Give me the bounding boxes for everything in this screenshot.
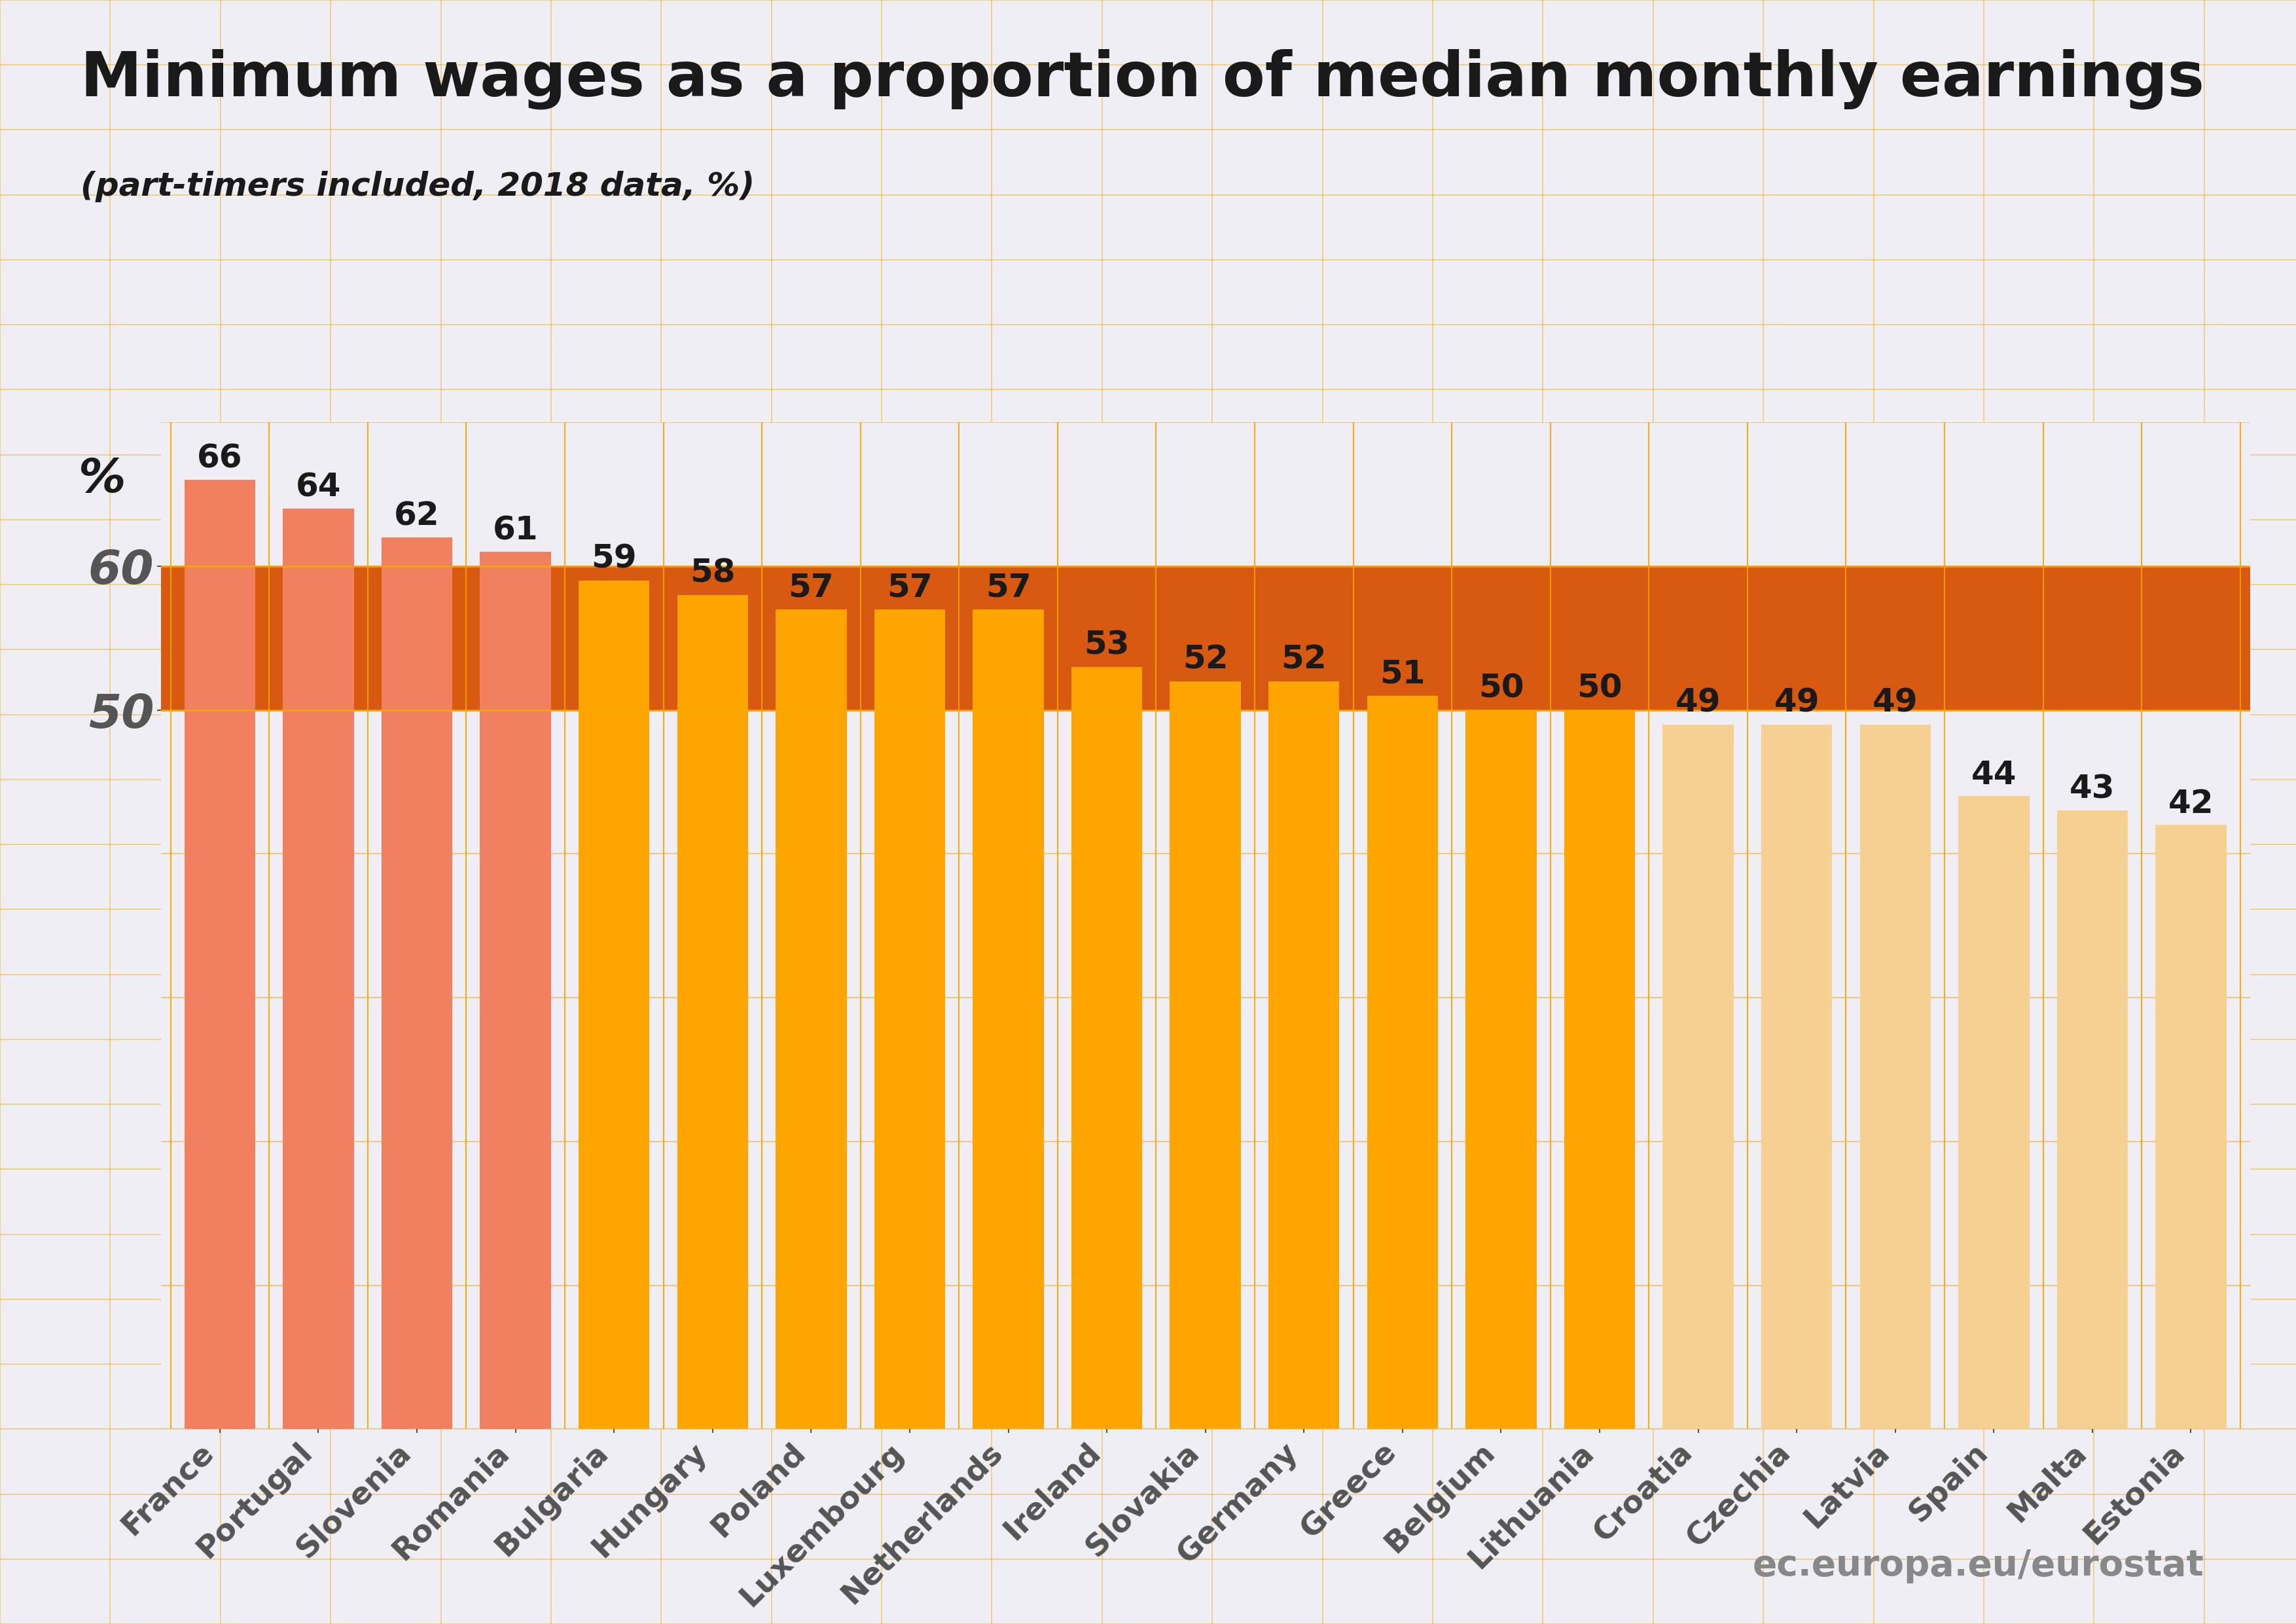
Bar xyxy=(677,594,748,1429)
Text: 59: 59 xyxy=(592,544,636,575)
Bar xyxy=(480,552,551,1429)
Bar xyxy=(1564,710,1635,1429)
Bar xyxy=(1958,796,2030,1429)
Text: (part-timers included, 2018 data, %): (part-timers included, 2018 data, %) xyxy=(80,171,755,201)
Bar xyxy=(1171,680,1240,1429)
Bar xyxy=(776,609,847,1429)
Text: 52: 52 xyxy=(1182,645,1228,676)
Text: 61: 61 xyxy=(494,515,537,546)
Bar xyxy=(1662,724,1733,1429)
Bar xyxy=(2156,825,2227,1429)
Bar xyxy=(381,538,452,1429)
Text: 64: 64 xyxy=(296,471,342,503)
Bar xyxy=(1860,724,1931,1429)
Bar xyxy=(1366,695,1437,1429)
Bar xyxy=(875,609,946,1429)
Bar xyxy=(282,508,354,1429)
Text: 57: 57 xyxy=(886,572,932,604)
Text: 44: 44 xyxy=(1970,758,2016,791)
Text: 57: 57 xyxy=(788,572,833,604)
Bar xyxy=(161,567,2250,710)
Bar xyxy=(1072,667,1143,1429)
Bar xyxy=(579,580,650,1429)
Text: 49: 49 xyxy=(1775,687,1818,718)
Bar xyxy=(1761,724,1832,1429)
Text: ec.europa.eu/eurostat: ec.europa.eu/eurostat xyxy=(1752,1548,2204,1583)
Bar xyxy=(2057,810,2128,1429)
Text: 53: 53 xyxy=(1084,630,1130,661)
Text: 43: 43 xyxy=(2069,773,2115,806)
Bar xyxy=(1267,680,1339,1429)
Text: 49: 49 xyxy=(1874,687,1917,718)
Bar xyxy=(184,479,255,1429)
Text: 52: 52 xyxy=(1281,645,1327,676)
Text: 50: 50 xyxy=(1577,672,1623,705)
Text: 66: 66 xyxy=(197,443,243,474)
Bar xyxy=(974,609,1045,1429)
Text: 49: 49 xyxy=(1676,687,1722,718)
Bar xyxy=(1465,710,1536,1429)
Text: 42: 42 xyxy=(2167,788,2213,818)
Text: 51: 51 xyxy=(1380,658,1426,690)
Text: Minimum wages as a proportion of median monthly earnings: Minimum wages as a proportion of median … xyxy=(80,49,2204,109)
Text: %: % xyxy=(78,458,126,502)
Text: 62: 62 xyxy=(395,500,441,531)
Text: 57: 57 xyxy=(985,572,1031,604)
Text: 50: 50 xyxy=(1479,672,1525,705)
Text: 58: 58 xyxy=(689,557,735,590)
